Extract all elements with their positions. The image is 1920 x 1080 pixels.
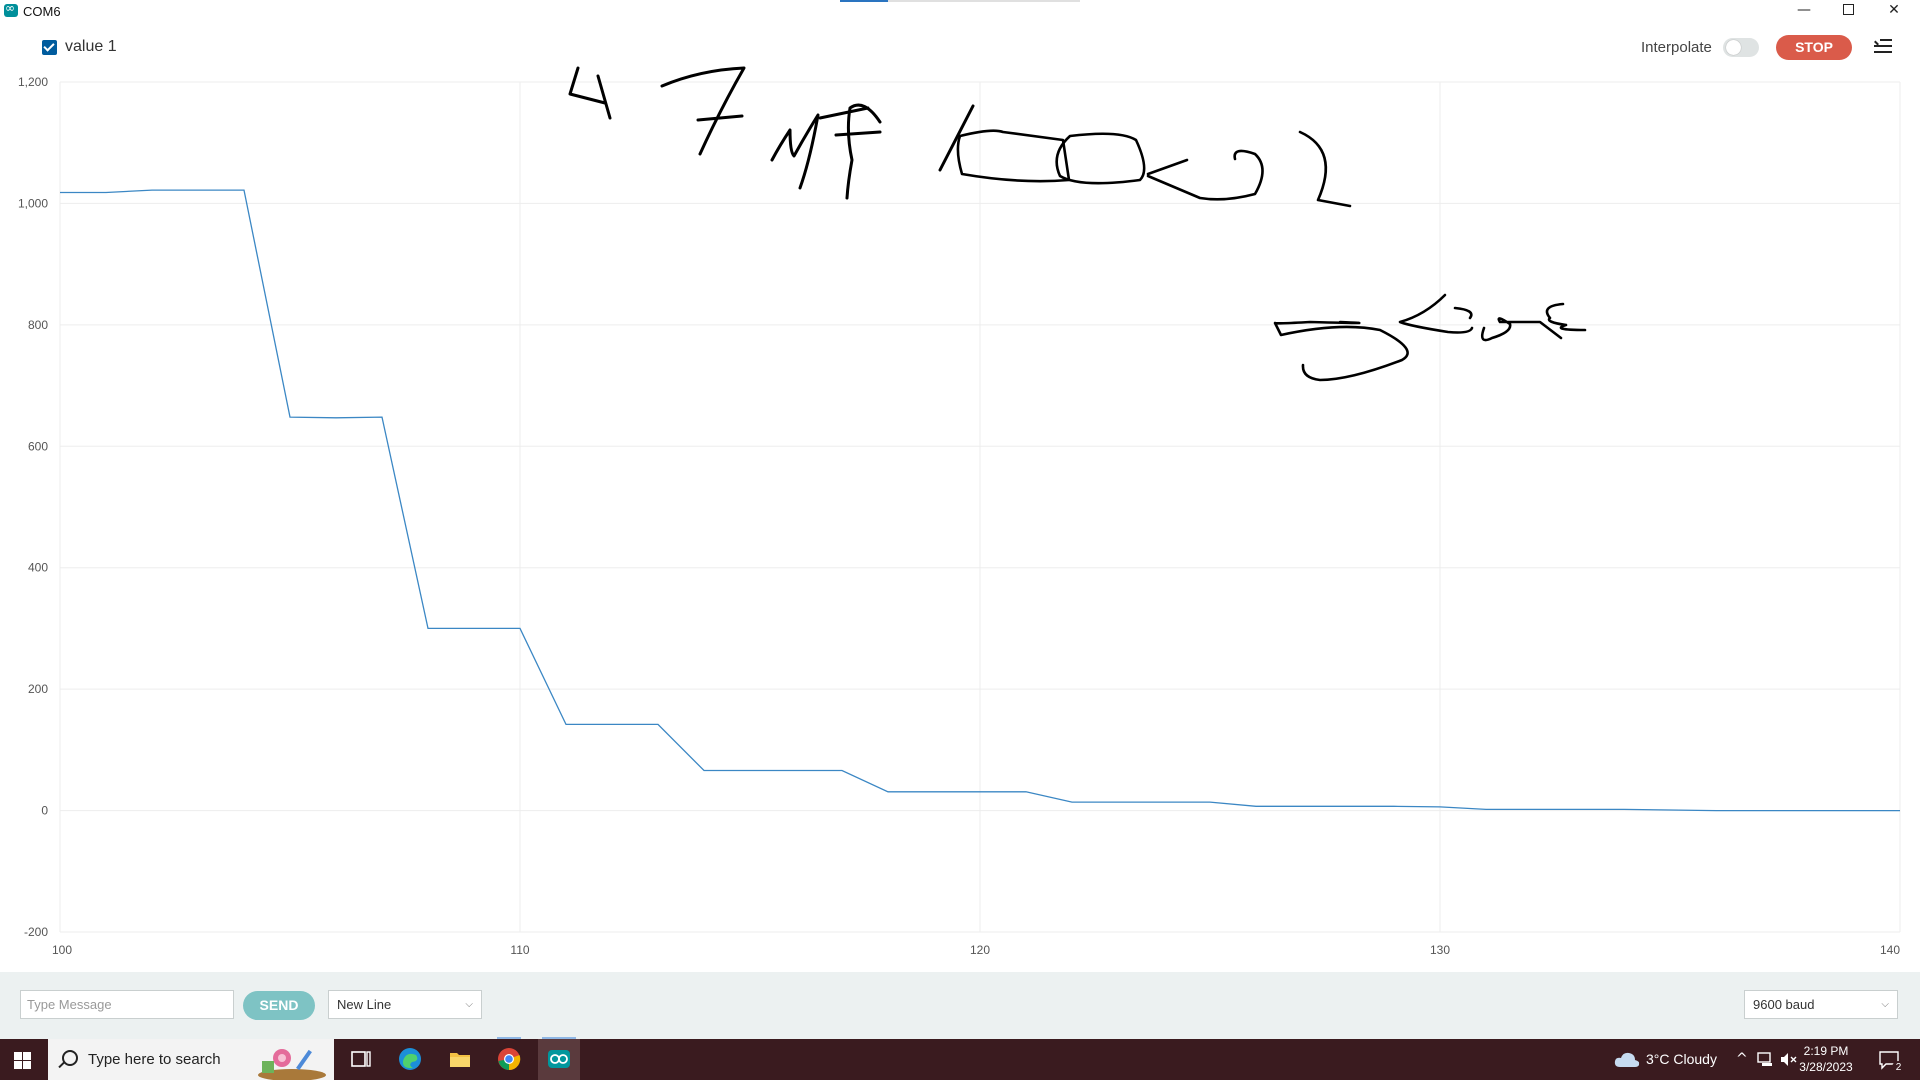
y-tick-label: 0 bbox=[41, 804, 48, 818]
x-tick-label: 130 bbox=[1430, 943, 1450, 957]
stop-button[interactable]: STOP bbox=[1776, 35, 1852, 60]
file-explorer-icon[interactable] bbox=[448, 1047, 472, 1071]
restore-icon bbox=[1842, 4, 1854, 15]
y-tick-label: 600 bbox=[28, 439, 48, 453]
network-icon[interactable] bbox=[1757, 1052, 1775, 1067]
taskbar-search-placeholder: Type here to search bbox=[88, 1051, 221, 1068]
serial-input-bar bbox=[0, 972, 1920, 1039]
chevron-down-icon: ⌵ bbox=[465, 999, 473, 1010]
y-tick-label: 400 bbox=[28, 561, 48, 575]
volume-muted-icon[interactable] bbox=[1780, 1052, 1798, 1067]
baud-rate-select[interactable]: 9600 baud ⌵ bbox=[1744, 990, 1898, 1019]
y-tick-label: 1,000 bbox=[18, 196, 48, 210]
x-tick-label: 140 bbox=[1880, 943, 1900, 957]
chevron-down-icon: ⌵ bbox=[1881, 999, 1889, 1010]
baud-rate-value: 9600 baud bbox=[1753, 997, 1815, 1012]
series-line-value-1 bbox=[60, 189, 1900, 812]
clock-date: 3/28/2023 bbox=[1799, 1060, 1853, 1074]
arduino-ide-icon bbox=[548, 1050, 570, 1068]
arduino-app-icon bbox=[4, 1, 18, 17]
arduino-active-indicator bbox=[542, 1037, 576, 1039]
search-highlight-art-icon bbox=[258, 1049, 326, 1080]
clock-time: 2:19 PM bbox=[1803, 1044, 1849, 1058]
cloudy-weather-icon bbox=[1614, 1052, 1640, 1067]
message-input[interactable] bbox=[20, 990, 234, 1019]
arduino-taskbar-button[interactable] bbox=[538, 1039, 580, 1080]
line-ending-value: New Line bbox=[337, 997, 392, 1012]
loading-indicator bbox=[840, 0, 1080, 2]
x-tick-label: 110 bbox=[510, 943, 529, 957]
tray-chevron-up-icon[interactable]: ^ bbox=[1736, 1051, 1748, 1067]
y-tick-label: -200 bbox=[24, 925, 48, 939]
y-tick-label: 1,200 bbox=[18, 75, 48, 89]
y-axis: 1,200 1,000 800 600 400 200 0 -200 bbox=[18, 75, 48, 939]
toggle-knob bbox=[1726, 40, 1741, 55]
handwritten-annotation bbox=[568, 66, 1587, 382]
notification-count-badge: 2 bbox=[1892, 1061, 1905, 1074]
y-tick-label: 200 bbox=[28, 682, 48, 696]
line-ending-select[interactable]: New Line ⌵ bbox=[328, 990, 482, 1019]
weather-text[interactable]: 3°C Cloudy bbox=[1646, 1051, 1717, 1067]
legend-checkbox[interactable] bbox=[42, 39, 57, 55]
chrome-active-indicator bbox=[497, 1037, 521, 1039]
y-tick-label: 800 bbox=[28, 318, 48, 332]
task-view-icon[interactable] bbox=[349, 1047, 373, 1071]
chrome-browser-icon[interactable] bbox=[497, 1047, 521, 1071]
legend-label: value 1 bbox=[65, 38, 117, 55]
notification-center-icon[interactable] bbox=[1878, 1050, 1900, 1070]
chart-grid bbox=[59, 81, 1901, 933]
send-button[interactable]: SEND bbox=[243, 991, 315, 1020]
search-icon bbox=[62, 1050, 78, 1066]
window-title: COM6 bbox=[23, 4, 61, 19]
maximize-button[interactable] bbox=[1826, 0, 1870, 22]
clear-lines-icon[interactable] bbox=[1874, 38, 1892, 54]
close-button[interactable]: ✕ bbox=[1888, 2, 1900, 18]
system-clock[interactable]: 2:19 PM 3/28/2023 bbox=[1788, 1043, 1864, 1075]
interpolate-label: Interpolate bbox=[1641, 39, 1712, 56]
plot-area: 1,200 1,000 800 600 400 200 0 -200 100 110 120 130… bbox=[18, 66, 1901, 957]
taskbar-search-box[interactable]: Type here to search bbox=[48, 1039, 334, 1080]
x-axis: 100 110 120 130 140 bbox=[52, 943, 1900, 957]
windows-taskbar: Type here to search 3°C Clo bbox=[0, 1039, 1920, 1080]
edge-browser-icon[interactable] bbox=[398, 1047, 422, 1071]
x-tick-label: 120 bbox=[970, 943, 990, 957]
legend-item-value-1[interactable]: value 1 bbox=[42, 38, 117, 56]
interpolate-toggle[interactable] bbox=[1723, 38, 1759, 57]
x-tick-label: 100 bbox=[52, 943, 72, 957]
minimize-button[interactable]: — bbox=[1797, 2, 1811, 18]
windows-start-icon[interactable] bbox=[14, 1052, 31, 1069]
series-group bbox=[60, 189, 1900, 812]
title-bar: COM6 — ✕ bbox=[0, 0, 1920, 22]
